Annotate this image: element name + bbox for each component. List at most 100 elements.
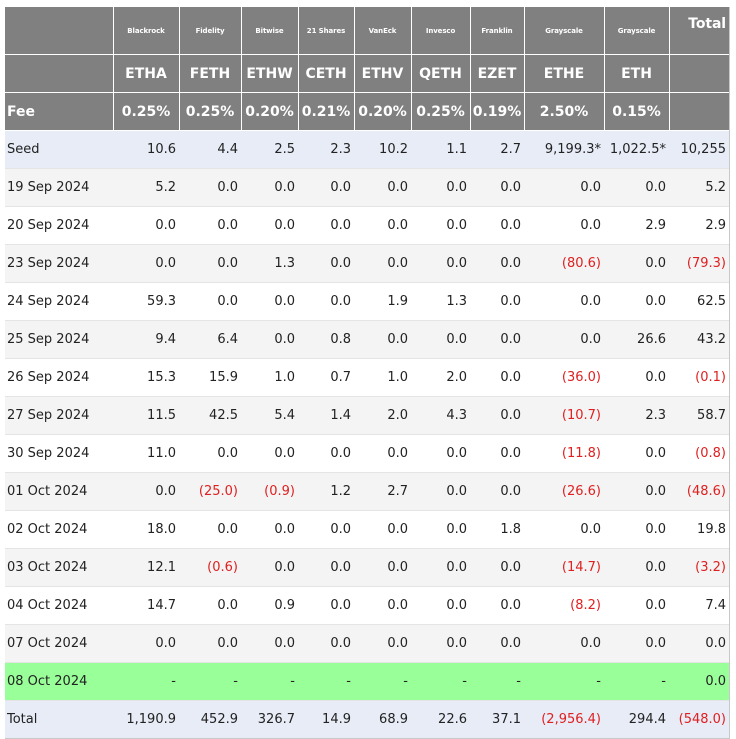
- table-row: 25 Sep 2024 9.4 6.4 0.0 0.8 0.0 0.0 0.0 0.0 26.6 4…: [5, 320, 729, 359]
- flow-cell: 0.0: [298, 206, 354, 245]
- row-total-cell: 58.7: [669, 396, 729, 435]
- flow-cell: 0.0: [470, 396, 524, 435]
- flow-cell: (8.2): [524, 586, 604, 625]
- total-row: Total 1,190.9 452.9 326.7 14.9 68.9 22.6 37.1 (2…: [5, 700, 729, 738]
- issuer-name: Fidelity: [179, 7, 242, 55]
- flow-cell: -: [354, 662, 411, 701]
- flow-cell: 0.0: [354, 244, 411, 283]
- flow-cell: 22.6: [411, 700, 470, 738]
- flow-cell: 26.6: [604, 320, 669, 359]
- flow-cell: 0.0: [354, 624, 411, 663]
- flow-cell: 18.0: [113, 510, 179, 549]
- flow-cell: 0.0: [179, 624, 241, 663]
- flow-cell: 0.0: [470, 358, 524, 397]
- flow-cell: 1.1: [411, 130, 470, 169]
- etf-flows-table: Blackrock Fidelity Bitwise 21 Shares Van…: [5, 7, 729, 738]
- flow-cell: (11.8): [524, 434, 604, 473]
- flow-cell: 0.0: [604, 434, 669, 473]
- flow-cell: 0.0: [411, 244, 470, 283]
- flow-cell: 1.9: [354, 282, 411, 321]
- row-total-cell: 7.4: [669, 586, 729, 625]
- flow-cell: 10.2: [354, 130, 411, 169]
- row-label: 19 Sep 2024: [5, 168, 113, 207]
- table-row: 30 Sep 2024 11.0 0.0 0.0 0.0 0.0 0.0 0.0 (11.8) 0…: [5, 434, 729, 473]
- row-label: 04 Oct 2024: [5, 586, 113, 625]
- flow-cell: 2.7: [470, 130, 524, 169]
- row-total-cell: 0.0: [669, 662, 729, 701]
- flow-cell: 0.0: [241, 548, 298, 587]
- flow-cell: 10.6: [113, 130, 179, 169]
- flow-cell: 6.4: [179, 320, 241, 359]
- flow-cell: 1.3: [411, 282, 470, 321]
- fee-label: Fee: [5, 92, 114, 131]
- row-label: 07 Oct 2024: [5, 624, 113, 663]
- flow-cell: 2.9: [604, 206, 669, 245]
- row-total-cell: (79.3): [669, 244, 729, 283]
- flow-cell: 37.1: [470, 700, 524, 738]
- flow-cell: 0.0: [354, 434, 411, 473]
- flow-cell: 0.0: [524, 206, 604, 245]
- flow-cell: 0.0: [241, 282, 298, 321]
- flow-cell: 0.0: [179, 434, 241, 473]
- flow-cell: 0.0: [354, 586, 411, 625]
- flow-cell: 0.0: [411, 586, 470, 625]
- table-row: 04 Oct 2024 14.7 0.0 0.9 0.0 0.0 0.0 0.0 (8.2) 0.…: [5, 586, 729, 625]
- row-total-cell: 43.2: [669, 320, 729, 359]
- header-blank: [669, 54, 729, 93]
- flow-cell: 0.0: [411, 206, 470, 245]
- flow-cell: 0.0: [470, 320, 524, 359]
- flow-cell: 0.0: [604, 244, 669, 283]
- flow-cell: 0.0: [298, 434, 354, 473]
- fee-value: 0.25%: [411, 92, 471, 131]
- flow-cell: 0.0: [298, 244, 354, 283]
- fee-value: 0.21%: [298, 92, 355, 131]
- ticker-header-row: ETHA FETH ETHW CETH ETHV QETH EZET ETHE …: [5, 54, 729, 93]
- fee-header-row: Fee 0.25% 0.25% 0.20% 0.21% 0.20% 0.25% …: [5, 92, 729, 131]
- flow-cell: 0.0: [354, 168, 411, 207]
- flow-cell: -: [113, 662, 179, 701]
- flow-cell: 0.0: [604, 472, 669, 511]
- table-row: 26 Sep 2024 15.3 15.9 1.0 0.7 1.0 2.0 0.0 (36.0)…: [5, 358, 729, 397]
- fee-value: 2.50%: [524, 92, 605, 131]
- flow-cell: 294.4: [604, 700, 669, 738]
- flow-cell: 68.9: [354, 700, 411, 738]
- table-row: 01 Oct 2024 0.0 (25.0) (0.9) 1.2 2.7 0.0 0.0 (26…: [5, 472, 729, 511]
- flow-cell: 0.0: [524, 168, 604, 207]
- flow-cell: (26.6): [524, 472, 604, 511]
- flow-cell: 2.0: [354, 396, 411, 435]
- row-label: 30 Sep 2024: [5, 434, 113, 473]
- header-blank: [5, 54, 114, 93]
- flow-cell: 0.0: [604, 168, 669, 207]
- flow-cell: 0.7: [298, 358, 354, 397]
- total-column-header: Total: [669, 7, 729, 55]
- flow-cell: 0.0: [604, 358, 669, 397]
- issuer-name: Bitwise: [241, 7, 299, 55]
- flow-cell: 59.3: [113, 282, 179, 321]
- flow-cell: 0.0: [411, 510, 470, 549]
- flow-cell: 0.0: [179, 244, 241, 283]
- flow-cell: 0.0: [179, 168, 241, 207]
- flow-cell: 0.0: [113, 472, 179, 511]
- flow-cell: 0.0: [298, 624, 354, 663]
- flow-cell: 0.0: [524, 624, 604, 663]
- ticker: ETHV: [354, 54, 412, 93]
- table-row: 08 Oct 2024- - - - - - - - -0.0: [5, 662, 729, 701]
- ticker: QETH: [411, 54, 471, 93]
- flow-cell: 1.2: [298, 472, 354, 511]
- flow-cell: 0.0: [241, 510, 298, 549]
- flow-cell: 0.0: [113, 244, 179, 283]
- flow-cell: 0.0: [241, 206, 298, 245]
- issuer-name: 21 Shares: [298, 7, 355, 55]
- row-total-cell: 5.2: [669, 168, 729, 207]
- flow-cell: 5.4: [241, 396, 298, 435]
- table-row: 19 Sep 2024 5.2 0.0 0.0 0.0 0.0 0.0 0.0 0.0 0.0 5.…: [5, 168, 729, 207]
- row-total-cell: 0.0: [669, 624, 729, 663]
- flow-cell: 0.0: [604, 282, 669, 321]
- flow-cell: 0.0: [354, 548, 411, 587]
- row-label: 24 Sep 2024: [5, 282, 113, 321]
- flow-cell: 0.0: [411, 320, 470, 359]
- flow-cell: 0.0: [470, 624, 524, 663]
- flows-body: Seed 10.6 4.4 2.5 2.3 10.2 1.1 2.7 9,199.3* 1,022…: [5, 130, 729, 738]
- row-label: 02 Oct 2024: [5, 510, 113, 549]
- fee-value: 0.15%: [604, 92, 670, 131]
